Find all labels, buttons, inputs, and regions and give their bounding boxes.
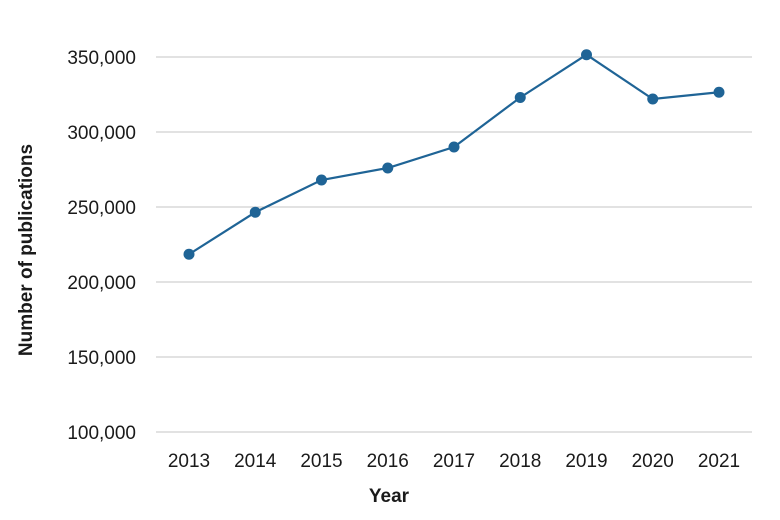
data-point <box>514 92 526 103</box>
data-point <box>183 248 195 260</box>
y-tick-label: 300,000 <box>67 123 136 144</box>
x-tick-label: 2020 <box>632 451 674 472</box>
x-tick-label: 2013 <box>168 451 210 472</box>
data-point <box>581 49 592 61</box>
x-tick-label: 2016 <box>367 451 409 472</box>
y-tick-label: 200,000 <box>67 273 136 294</box>
x-tick-label: 2019 <box>565 451 607 472</box>
x-tick-label: 2014 <box>234 451 277 472</box>
data-point <box>647 93 659 105</box>
series-group <box>183 49 725 260</box>
data-point <box>249 206 261 218</box>
x-axis-title: Year <box>369 486 410 507</box>
x-tick-label: 2017 <box>433 451 475 472</box>
y-axis-ticks: 100,000 150,000 200,000 250,000 300,000 350,0… <box>67 48 136 444</box>
gridlines <box>156 56 752 433</box>
y-tick-label: 350,000 <box>67 48 136 69</box>
x-tick-label: 2018 <box>499 451 541 472</box>
data-point <box>448 141 460 153</box>
data-point <box>316 174 327 186</box>
y-tick-label: 150,000 <box>67 348 136 369</box>
y-tick-label: 250,000 <box>67 198 136 219</box>
y-tick-label: 100,000 <box>67 423 136 444</box>
x-tick-label: 2015 <box>300 451 342 472</box>
data-point <box>713 86 725 98</box>
x-tick-label: 2021 <box>698 451 740 472</box>
data-point <box>382 162 394 174</box>
x-axis-ticks: 2013 2014 2015 2016 2017 2018 2019 2020 2021 <box>168 451 740 472</box>
series-line <box>188 53 720 256</box>
y-axis-title: Number of publications <box>16 144 37 356</box>
